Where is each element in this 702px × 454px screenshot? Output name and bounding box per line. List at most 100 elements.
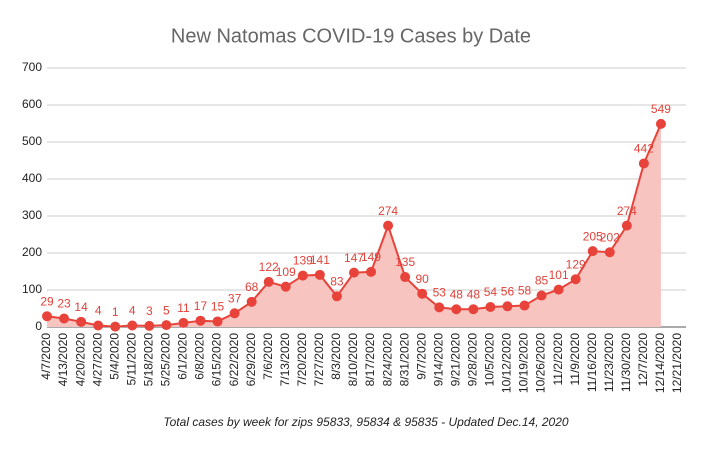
point bbox=[161, 320, 172, 331]
point bbox=[246, 296, 257, 307]
data-label: 202 bbox=[600, 230, 620, 244]
x-tick-label: 5/4/2020 bbox=[107, 333, 121, 380]
point bbox=[502, 301, 513, 312]
x-tick-label: 11/2/2020 bbox=[551, 333, 565, 386]
point bbox=[42, 311, 52, 322]
x-tick-label: 11/9/2020 bbox=[568, 333, 582, 386]
x-tick-label: 10/19/2020 bbox=[517, 333, 531, 393]
point bbox=[621, 220, 632, 231]
x-tick-label: 5/18/2020 bbox=[141, 333, 155, 387]
x-tick-label: 8/31/2020 bbox=[397, 333, 411, 387]
data-label: 5 bbox=[163, 303, 170, 317]
y-tick-label: 300 bbox=[22, 208, 42, 222]
point bbox=[59, 313, 70, 324]
x-tick-label: 6/1/2020 bbox=[176, 333, 190, 380]
data-label: 141 bbox=[310, 253, 330, 267]
data-label: 56 bbox=[501, 284, 515, 298]
x-tick-label: 4/20/2020 bbox=[73, 333, 87, 387]
x-tick-label: 4/7/2020 bbox=[39, 333, 53, 380]
data-label: 549 bbox=[651, 102, 671, 116]
x-tick-label: 9/21/2020 bbox=[448, 333, 462, 387]
point bbox=[229, 308, 240, 319]
point bbox=[314, 269, 325, 280]
x-tick-label: 8/10/2020 bbox=[346, 333, 360, 387]
point bbox=[178, 317, 189, 328]
data-label: 53 bbox=[433, 286, 447, 300]
data-label: 15 bbox=[211, 300, 225, 314]
data-label: 48 bbox=[467, 287, 481, 301]
point bbox=[366, 266, 377, 277]
point bbox=[212, 316, 223, 327]
data-label: 11 bbox=[177, 301, 190, 315]
data-label: 37 bbox=[228, 291, 242, 305]
y-tick-label: 400 bbox=[22, 171, 42, 185]
point bbox=[536, 290, 547, 301]
data-label: 68 bbox=[245, 280, 259, 294]
data-label: 149 bbox=[361, 250, 381, 264]
point bbox=[638, 158, 649, 169]
x-tick-label: 7/27/2020 bbox=[312, 333, 326, 387]
point bbox=[144, 320, 155, 331]
x-tick-label: 11/16/2020 bbox=[585, 333, 599, 392]
data-label: 147 bbox=[344, 251, 364, 265]
point bbox=[485, 302, 496, 313]
data-label: 129 bbox=[566, 257, 586, 271]
data-label: 4 bbox=[95, 304, 102, 318]
x-tick-label: 12/21/2020 bbox=[670, 333, 684, 393]
point bbox=[451, 304, 462, 315]
point bbox=[331, 291, 342, 302]
data-label: 139 bbox=[293, 254, 313, 268]
data-label: 29 bbox=[40, 294, 54, 308]
point bbox=[76, 316, 87, 327]
data-label: 122 bbox=[259, 260, 279, 274]
point bbox=[587, 246, 598, 257]
y-tick-label: 100 bbox=[22, 282, 42, 296]
data-label: 85 bbox=[535, 274, 549, 288]
x-tick-label: 9/7/2020 bbox=[414, 333, 428, 380]
point bbox=[519, 300, 530, 311]
x-tick-label: 12/14/2020 bbox=[653, 333, 667, 393]
data-label: 274 bbox=[617, 204, 637, 218]
data-label: 205 bbox=[583, 229, 603, 243]
point bbox=[417, 288, 428, 299]
y-tick-label: 500 bbox=[22, 134, 42, 148]
point bbox=[93, 320, 104, 331]
point bbox=[604, 247, 615, 258]
x-tick-label: 6/29/2020 bbox=[244, 333, 258, 387]
data-label: 135 bbox=[395, 255, 415, 269]
y-tick-label: 700 bbox=[22, 60, 42, 74]
point bbox=[280, 281, 291, 292]
data-label: 3 bbox=[146, 304, 153, 318]
y-tick-label: 0 bbox=[35, 319, 42, 333]
x-tick-label: 4/13/2020 bbox=[56, 333, 70, 387]
x-tick-label: 12/7/2020 bbox=[636, 333, 650, 387]
data-label: 90 bbox=[416, 272, 430, 286]
x-tick-label: 11/23/2020 bbox=[602, 333, 616, 392]
point bbox=[553, 284, 564, 295]
data-label: 4 bbox=[129, 304, 136, 318]
data-label: 109 bbox=[276, 265, 296, 279]
x-tick-label: 10/5/2020 bbox=[483, 333, 497, 387]
data-label: 14 bbox=[74, 300, 88, 314]
x-tick-label: 6/15/2020 bbox=[210, 333, 224, 387]
point bbox=[297, 270, 308, 281]
x-tick-label: 10/12/2020 bbox=[500, 333, 514, 393]
x-tick-label: 8/17/2020 bbox=[363, 333, 377, 387]
data-label: 48 bbox=[450, 287, 464, 301]
data-label: 442 bbox=[634, 142, 654, 156]
data-label: 1 bbox=[112, 305, 119, 319]
point bbox=[263, 276, 274, 287]
x-tick-label: 5/25/2020 bbox=[159, 333, 173, 387]
x-tick-label: 4/27/2020 bbox=[90, 333, 104, 387]
point bbox=[110, 321, 121, 332]
data-label: 83 bbox=[330, 274, 344, 288]
data-label: 274 bbox=[378, 204, 398, 218]
data-label: 54 bbox=[484, 285, 498, 299]
data-label: 23 bbox=[57, 297, 71, 311]
point bbox=[127, 320, 138, 331]
x-tick-label: 11/30/2020 bbox=[619, 333, 633, 392]
data-label: 101 bbox=[549, 268, 569, 282]
y-tick-label: 200 bbox=[22, 245, 42, 259]
x-tick-label: 5/11/2020 bbox=[124, 333, 138, 386]
